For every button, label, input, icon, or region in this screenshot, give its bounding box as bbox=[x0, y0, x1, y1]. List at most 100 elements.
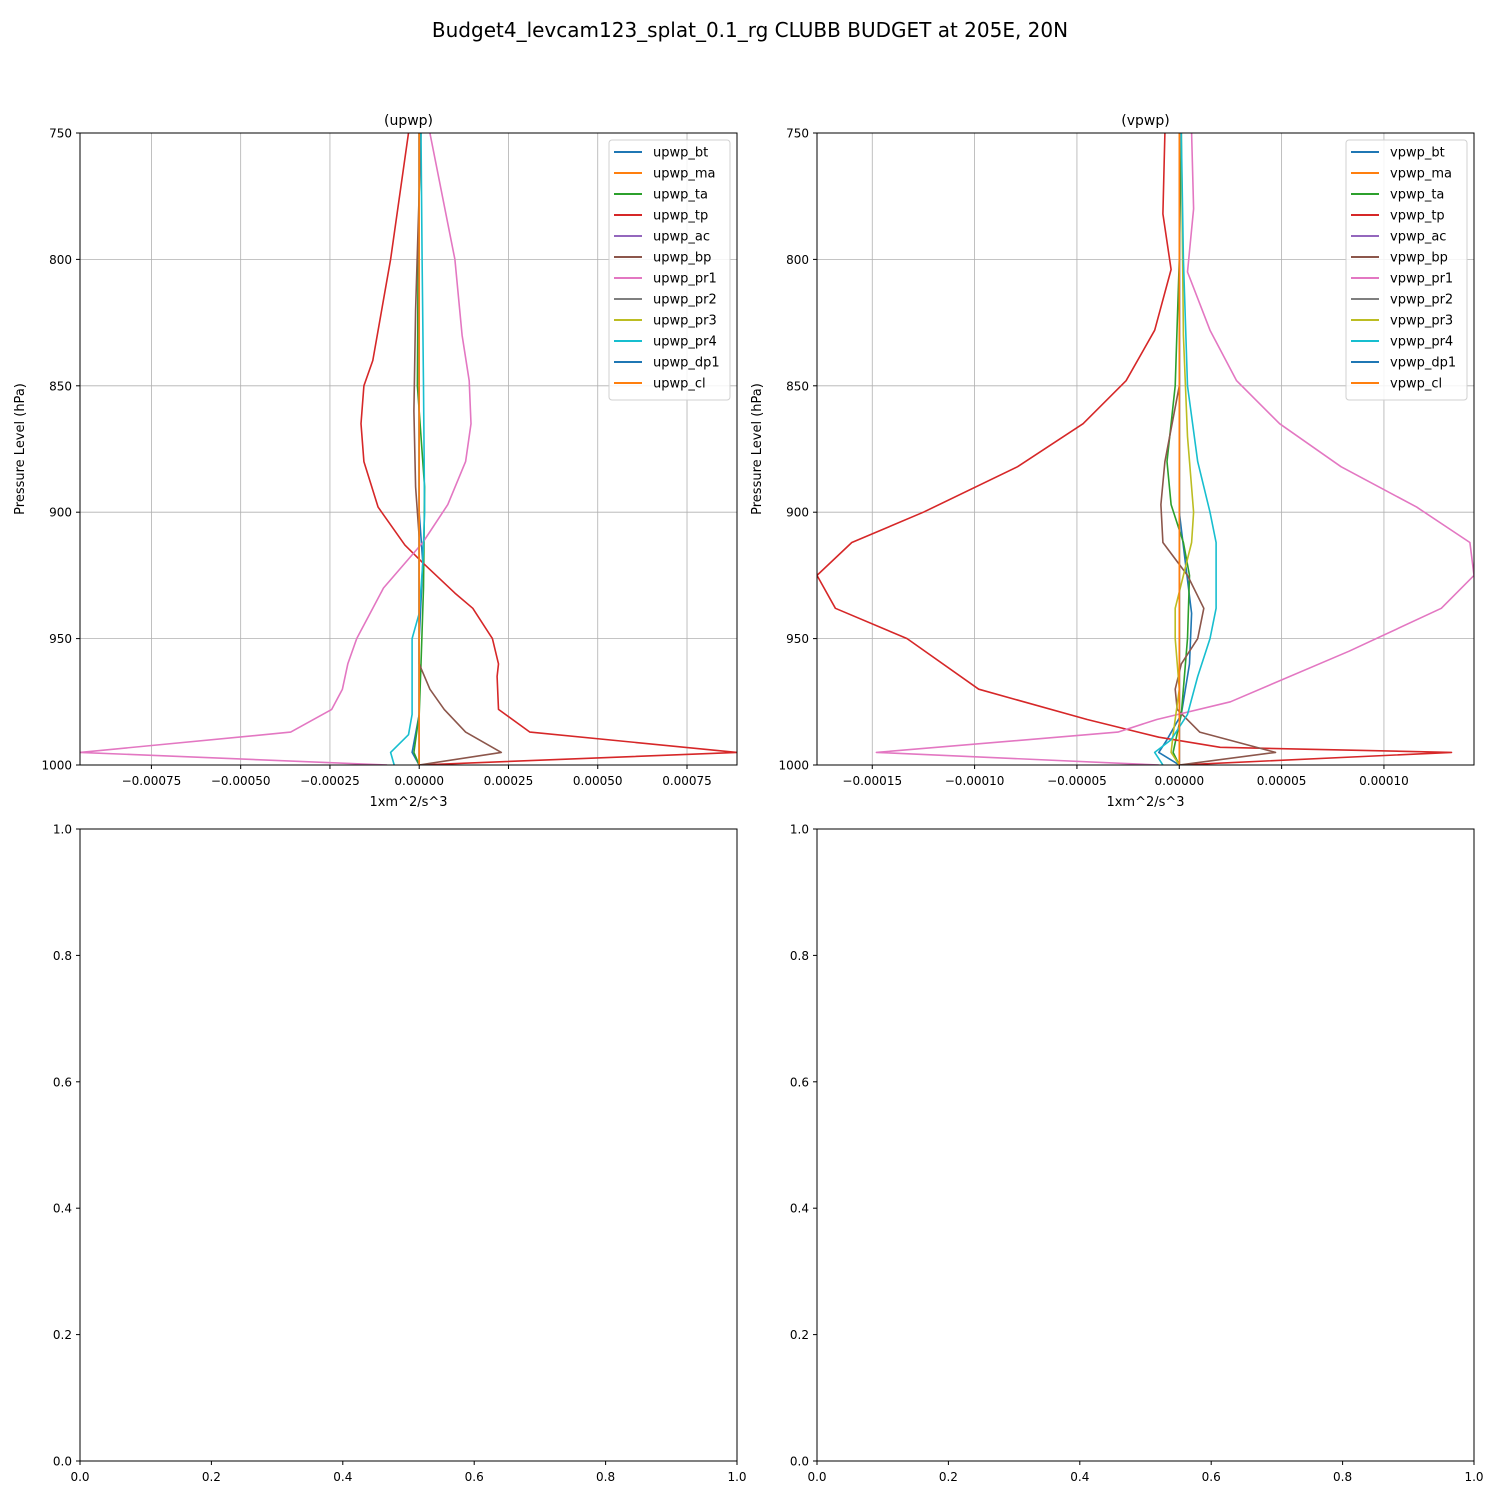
series-line-upwp_tp bbox=[360, 133, 737, 765]
y-tick-label: 850 bbox=[786, 379, 809, 393]
y-tick-label: 950 bbox=[49, 632, 72, 646]
x-tick-label: 0.0 bbox=[70, 1470, 89, 1484]
chart-panel-4: 0.0 0.2 0.4 0.6 0.8 1.0 0.0 0.2 0.4 0.6 0.8 1.0 bbox=[790, 823, 1484, 1485]
legend-entry: upwp_tp bbox=[653, 209, 708, 224]
x-tick-label: 0.00025 bbox=[484, 774, 534, 788]
x-tick-label: 0.00000 bbox=[394, 774, 444, 788]
x-tick-label: 0.2 bbox=[202, 1470, 221, 1484]
y-tick-label: 0.6 bbox=[790, 1075, 809, 1089]
y-tick-label: 800 bbox=[786, 253, 809, 267]
legend-entry: upwp_ma bbox=[653, 167, 716, 182]
panels: −0.00075 −0.00050 −0.00025 0.00000 0.00025 0.… bbox=[13, 113, 1484, 1484]
legend-entry: vpwp_pr3 bbox=[1390, 314, 1453, 329]
series-group bbox=[817, 133, 1474, 765]
y-tick-label: 1000 bbox=[778, 759, 809, 773]
y-tick-label: 0.2 bbox=[790, 1328, 809, 1342]
x-tick-label: 0.00000 bbox=[1154, 774, 1204, 788]
x-tick-label: 0.00075 bbox=[662, 774, 712, 788]
legend-entry: vpwp_dp1 bbox=[1390, 356, 1456, 371]
legend-entry: upwp_bt bbox=[653, 146, 708, 161]
series-line-vpwp_bp bbox=[1160, 133, 1277, 765]
legend-entry: upwp_pr4 bbox=[653, 335, 717, 350]
y-tick-label: 0.4 bbox=[53, 1202, 72, 1216]
legend-entry: vpwp_bt bbox=[1390, 146, 1445, 161]
legend-entry: vpwp_pr4 bbox=[1390, 335, 1453, 350]
legend-entry: upwp_ac bbox=[653, 230, 710, 245]
legend-entry: upwp_cl bbox=[653, 377, 706, 392]
y-tick-label: 0.4 bbox=[790, 1202, 809, 1216]
legend-entry: upwp_bp bbox=[653, 251, 711, 266]
y-tick-label: 1000 bbox=[41, 759, 72, 773]
y-tick-label: 800 bbox=[49, 253, 72, 267]
y-tick-label: 950 bbox=[786, 632, 809, 646]
y-axis-label: Pressure Level (hPa) bbox=[750, 383, 765, 515]
chart-panel-3: 0.0 0.2 0.4 0.6 0.8 1.0 0.0 0.2 0.4 0.6 0.8 1.0 bbox=[53, 823, 747, 1485]
x-tick-label: −0.00015 bbox=[842, 774, 902, 788]
x-tick-label: −0.00005 bbox=[1047, 774, 1107, 788]
x-tick-label: 0.6 bbox=[1202, 1470, 1221, 1484]
y-tick-label: 0.8 bbox=[53, 949, 72, 963]
legend-box bbox=[1345, 139, 1468, 401]
legend-entry: vpwp_pr2 bbox=[1390, 293, 1453, 308]
x-tick-label: −0.00050 bbox=[211, 774, 271, 788]
y-tick-label: 1.0 bbox=[790, 823, 809, 837]
legend-entry: upwp_ta bbox=[653, 188, 708, 203]
axes-frame bbox=[816, 828, 1475, 1462]
axes-title: (upwp) bbox=[384, 113, 433, 129]
y-axis-label: Pressure Level (hPa) bbox=[13, 383, 28, 515]
y-tick-label: 0.6 bbox=[53, 1075, 72, 1089]
y-tick-label: 850 bbox=[49, 379, 72, 393]
legend-entry: vpwp_tp bbox=[1390, 209, 1445, 224]
y-tick-label: 0.0 bbox=[53, 1455, 72, 1469]
y-tick-label: 0.0 bbox=[790, 1455, 809, 1469]
y-tick-label: 1.0 bbox=[53, 823, 72, 837]
axes-frame bbox=[79, 828, 738, 1462]
legend-entry: upwp_pr3 bbox=[653, 314, 717, 329]
x-tick-label: 0.0 bbox=[807, 1470, 826, 1484]
x-tick-label: 0.4 bbox=[1070, 1470, 1089, 1484]
x-tick-label: 1.0 bbox=[1464, 1470, 1483, 1484]
series-group bbox=[80, 133, 737, 765]
y-tick-label: 0.2 bbox=[53, 1328, 72, 1342]
x-tick-label: −0.00025 bbox=[300, 774, 360, 788]
legend-entry: upwp_pr1 bbox=[653, 272, 717, 287]
legend-entry: vpwp_ta bbox=[1390, 188, 1444, 203]
legend-entry: vpwp_cl bbox=[1390, 377, 1442, 392]
x-tick-label: 0.00050 bbox=[573, 774, 623, 788]
legend-box bbox=[608, 139, 731, 401]
x-tick-label: 0.4 bbox=[333, 1470, 352, 1484]
x-axis-label: 1xm^2/s^3 bbox=[1106, 795, 1184, 810]
x-tick-label: 0.8 bbox=[1333, 1470, 1352, 1484]
y-tick-label: 750 bbox=[786, 127, 809, 141]
series-line-upwp_bp bbox=[413, 133, 503, 765]
x-tick-label: 0.2 bbox=[939, 1470, 958, 1484]
legend: upwp_bt upwp_ma upwp_ta upwp_tp upwp_ac upwp_… bbox=[608, 139, 731, 401]
axes-frame bbox=[79, 132, 738, 766]
x-tick-label: 0.8 bbox=[596, 1470, 615, 1484]
chart-panel-1: −0.00075 −0.00050 −0.00025 0.00000 0.00025 0.… bbox=[13, 113, 738, 810]
series-line-upwp_pr1 bbox=[80, 133, 472, 765]
x-tick-label: 0.00005 bbox=[1257, 774, 1307, 788]
axes-title: (vpwp) bbox=[1121, 113, 1169, 129]
y-tick-label: 900 bbox=[786, 506, 809, 520]
y-tick-label: 750 bbox=[49, 127, 72, 141]
x-tick-label: 1.0 bbox=[727, 1470, 746, 1484]
legend-entry: vpwp_ma bbox=[1390, 167, 1452, 182]
x-tick-label: 0.6 bbox=[465, 1470, 484, 1484]
x-tick-label: 0.00010 bbox=[1359, 774, 1409, 788]
legend-entry: vpwp_pr1 bbox=[1390, 272, 1453, 287]
legend-entry: vpwp_bp bbox=[1390, 251, 1448, 266]
legend-entry: upwp_pr2 bbox=[653, 293, 717, 308]
series-line-vpwp_bt bbox=[1158, 133, 1193, 765]
legend-entry: upwp_dp1 bbox=[653, 356, 720, 371]
x-axis-label: 1xm^2/s^3 bbox=[369, 795, 447, 810]
y-tick-label: 0.8 bbox=[790, 949, 809, 963]
x-tick-label: −0.00075 bbox=[122, 774, 182, 788]
series-line-vpwp_pr1 bbox=[875, 133, 1474, 765]
figure-title: Budget4_levcam123_splat_0.1_rg CLUBB BUD… bbox=[432, 18, 1068, 42]
y-tick-label: 900 bbox=[49, 506, 72, 520]
legend-entry: vpwp_ac bbox=[1390, 230, 1446, 245]
x-tick-label: −0.00010 bbox=[945, 774, 1005, 788]
series-line-upwp_ta bbox=[413, 133, 426, 765]
